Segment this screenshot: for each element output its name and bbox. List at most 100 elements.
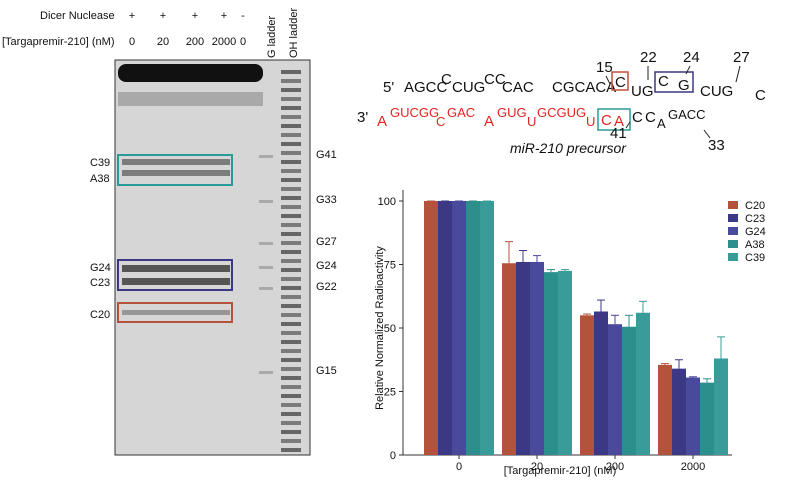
y-tick-label: 25	[384, 387, 396, 399]
ladder-band	[281, 223, 301, 227]
ladder-label: OH ladder	[288, 8, 300, 58]
rna-nt: GCGUG	[537, 105, 586, 120]
lane-conc: 200	[186, 36, 204, 48]
ladder-band	[281, 268, 301, 272]
bar	[502, 263, 516, 455]
ladder-band	[281, 70, 301, 74]
ladder-band	[281, 304, 301, 308]
box-teal	[597, 108, 631, 131]
y-axis-label: Relative Normalized Radioactivity	[374, 246, 386, 410]
bar	[700, 382, 714, 455]
ladder-band	[281, 403, 301, 407]
gel-row-label: [Targapremir-210] (nM)	[2, 36, 114, 48]
error-bar	[689, 376, 697, 378]
rna-nt: C	[441, 71, 452, 88]
legend-label: C39	[745, 252, 765, 264]
gel	[114, 59, 311, 456]
x-tick-label: 2000	[681, 461, 705, 473]
rna-ticks	[605, 65, 741, 139]
ladder-band	[281, 259, 301, 263]
rna-nt: GAC	[447, 105, 475, 120]
bar	[622, 326, 636, 455]
gel-bands	[122, 159, 230, 315]
ladder-band	[259, 371, 273, 374]
y-tick-label: 0	[390, 450, 396, 462]
bar	[558, 270, 572, 455]
legend-label: C20	[745, 200, 765, 212]
bar	[544, 272, 558, 455]
rna-nt: C	[615, 74, 626, 91]
rna-caption: miR-210 precursor	[510, 140, 627, 156]
error-bar	[547, 269, 555, 273]
ladder-band	[259, 287, 273, 290]
bar	[658, 364, 672, 455]
lane-sign: +	[160, 10, 166, 22]
rna-nt: A	[484, 113, 494, 130]
band-label: G41	[316, 149, 337, 161]
ladder-band	[281, 142, 301, 146]
ladder-band	[281, 88, 301, 92]
y-tick-label: 75	[384, 260, 396, 272]
error-bar	[597, 299, 605, 312]
ladder-band	[281, 412, 301, 416]
rna-nt: A	[657, 116, 666, 131]
ladder-band	[281, 322, 301, 326]
rna-nt: AGCC	[404, 79, 448, 96]
ladder-band	[281, 385, 301, 389]
rna-nt: GUCGG	[390, 105, 439, 120]
ladder-band	[281, 331, 301, 335]
legend-swatch	[728, 227, 738, 235]
ladder-band	[281, 448, 301, 452]
ladder-band	[281, 358, 301, 362]
ladder-band	[281, 133, 301, 137]
legend-swatch	[728, 214, 738, 222]
legend-label: G24	[745, 226, 766, 238]
rna-nt: GUG	[497, 105, 527, 120]
rna-nt: CUG	[700, 83, 733, 100]
rna-end: 5'	[383, 79, 394, 96]
rna-number: 24	[683, 49, 700, 66]
lane-conc: 0	[240, 36, 246, 48]
box-navy	[117, 259, 233, 291]
rna-nt: CUG	[452, 79, 485, 96]
rna-nt: C	[436, 114, 445, 129]
band-label: C39	[90, 157, 110, 169]
band-label: G22	[316, 281, 337, 293]
ladder-band	[281, 439, 301, 443]
ladder-label: G ladder	[266, 15, 278, 58]
ladder-band	[281, 349, 301, 353]
band-label: G15	[316, 365, 337, 377]
bar	[636, 312, 650, 455]
band-label: G27	[316, 236, 337, 248]
ladder-band	[281, 205, 301, 209]
rna-nt: C	[632, 109, 643, 126]
ladder-band	[281, 196, 301, 200]
error-bar	[661, 363, 669, 365]
bar	[438, 201, 452, 455]
band-label: G33	[316, 194, 337, 206]
x-tick-label: 20	[531, 461, 543, 473]
ladder-band	[259, 155, 273, 158]
rna-number: 41	[610, 125, 627, 142]
rna-number: 15	[596, 59, 613, 76]
x-tick-label: 200	[606, 461, 624, 473]
rna-number: 33	[708, 137, 725, 154]
legend-swatch	[728, 240, 738, 248]
gel-band	[118, 64, 263, 82]
band-label: C23	[90, 277, 110, 289]
bar	[672, 368, 686, 455]
bar	[594, 311, 608, 455]
error-bar	[675, 359, 683, 369]
lane-sign: -	[241, 10, 245, 22]
ladder-band	[281, 430, 301, 434]
gel-row-label: Dicer Nuclease	[40, 10, 115, 22]
bar	[686, 377, 700, 455]
rna-nt: A	[614, 113, 624, 130]
ladder-band	[281, 277, 301, 281]
ladder-band	[281, 421, 301, 425]
rna-nt: UG	[631, 83, 654, 100]
ladder-band	[281, 169, 301, 173]
bar	[480, 201, 494, 455]
bar	[580, 315, 594, 455]
